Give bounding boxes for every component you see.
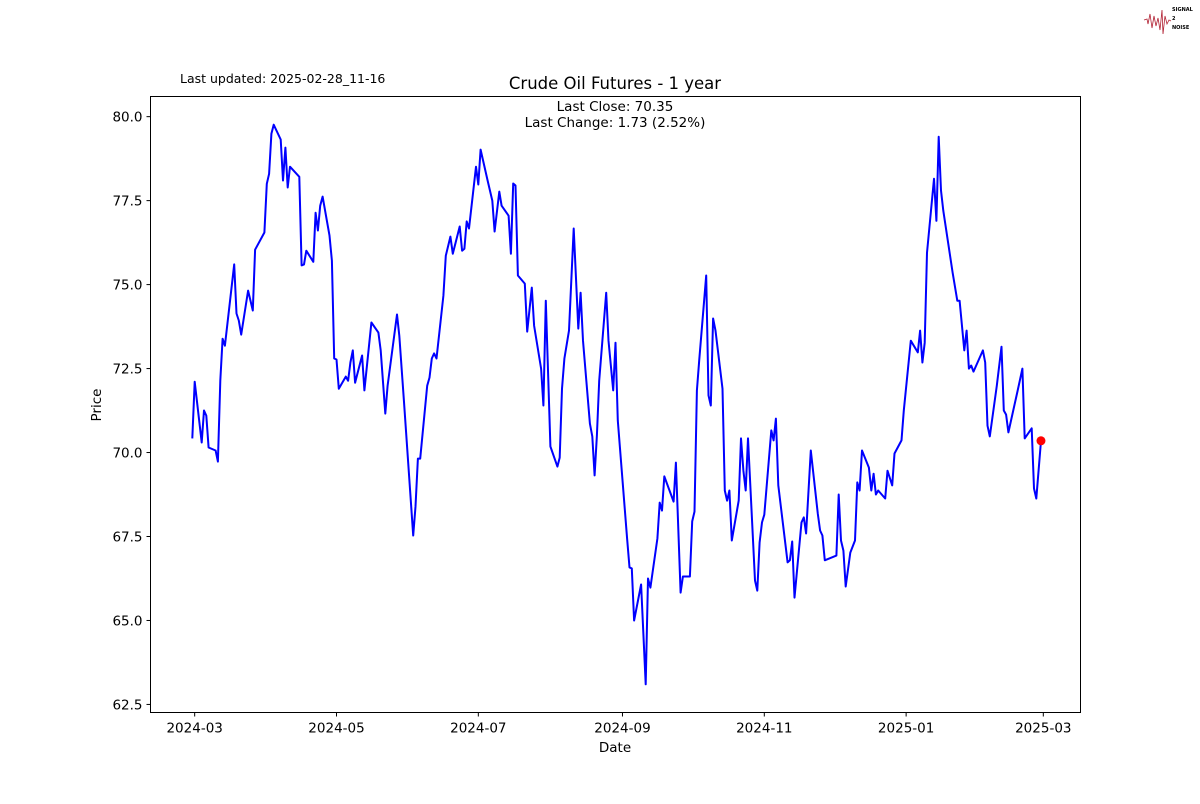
logo-text-1: SIGNAL <box>1172 7 1194 13</box>
x-tick-label: 2024-09 <box>594 721 650 737</box>
y-tick-label: 67.5 <box>112 530 142 546</box>
last-close-annotation: Last Close: 70.35 <box>557 99 674 115</box>
logo-text-2: 2 <box>1172 16 1176 22</box>
logo-text-3: NOISE <box>1172 25 1190 31</box>
y-tick-label: 75.0 <box>112 278 142 294</box>
y-tick-label: 62.5 <box>112 697 142 713</box>
logo-waveform-icon <box>1143 9 1172 35</box>
price-line <box>191 123 1042 686</box>
x-tick-label: 2024-11 <box>736 721 792 737</box>
y-tick-label: 80.0 <box>112 110 142 126</box>
plot-area <box>191 123 1046 686</box>
y-tick-label: 72.5 <box>112 362 142 378</box>
x-tick-label: 2025-01 <box>878 721 934 737</box>
y-axis-ticks: 62.5 65.0 67.5 70.0 72.5 75.0 77.5 80.0 <box>112 110 151 713</box>
y-tick-label: 77.5 <box>112 194 142 210</box>
x-tick-label: 2024-03 <box>166 721 222 737</box>
chart-title: Crude Oil Futures - 1 year <box>509 74 721 93</box>
x-axis-ticks: 2024-03 2024-05 2024-07 2024-09 2024-11 2025-… <box>166 712 1072 737</box>
last-close-marker <box>1036 436 1046 446</box>
logo: SIGNAL 2 NOISE <box>1143 7 1194 35</box>
y-tick-label: 65.0 <box>112 613 142 629</box>
y-tick-label: 70.0 <box>112 446 142 462</box>
last-change-annotation: Last Change: 1.73 (2.52%) <box>525 115 706 131</box>
x-tick-label: 2024-07 <box>450 721 506 737</box>
x-axis-label: Date <box>599 740 631 756</box>
x-tick-label: 2025-03 <box>1015 721 1071 737</box>
x-tick-label: 2024-05 <box>308 721 364 737</box>
last-updated: Last updated: 2025-02-28_11-16 <box>180 71 385 86</box>
axes-frame <box>150 96 1081 713</box>
y-axis-label: Price <box>89 389 105 422</box>
